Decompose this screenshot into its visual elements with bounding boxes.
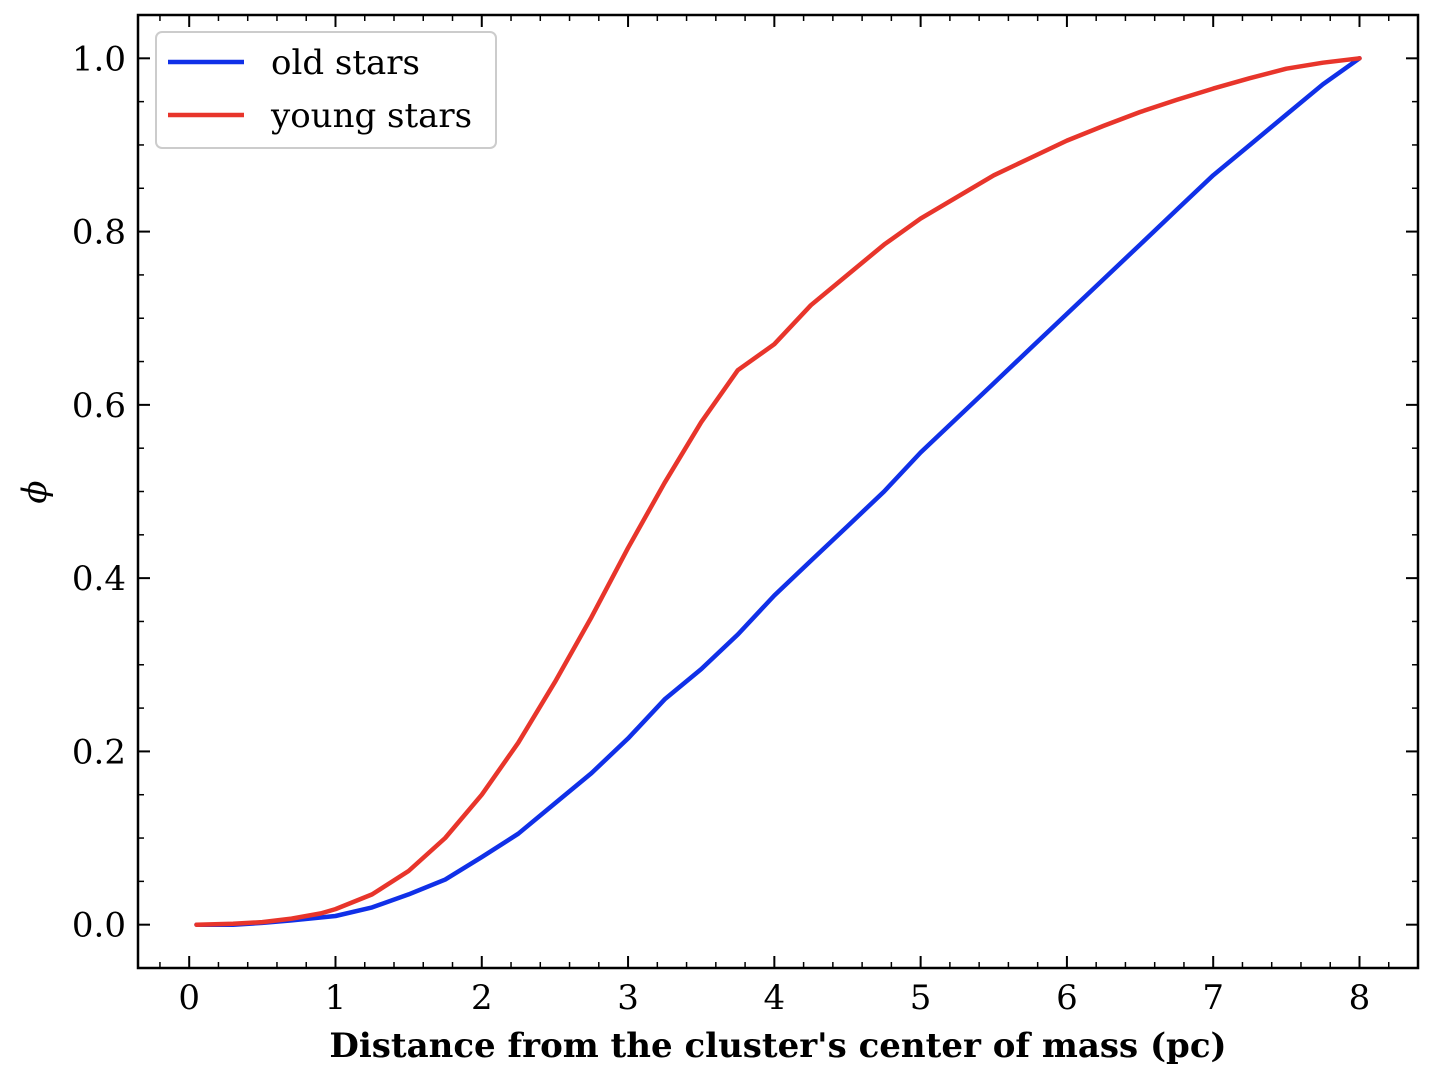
y-tick-labels: 0.0 0.2 0.4 0.6 0.8 1.0	[72, 39, 126, 945]
y-tick-label: 0.2	[72, 732, 126, 772]
plot-frame	[136, 13, 1420, 970]
y-tick-label: 0.0	[72, 906, 126, 946]
y-tick-label: 1.0	[72, 39, 126, 79]
x-tick-label: 3	[617, 978, 639, 1018]
x-tick-label: 5	[910, 978, 932, 1018]
x-tick-label: 8	[1349, 978, 1371, 1018]
x-tick-label: 0	[178, 978, 200, 1018]
series-layer	[194, 56, 1362, 927]
x-tick-label: 6	[1056, 978, 1078, 1018]
series-line-young-stars	[194, 56, 1362, 927]
x-axis-label: Distance from the cluster's center of ma…	[329, 1026, 1226, 1066]
x-tick-label: 4	[764, 978, 786, 1018]
x-tick-label: 1	[325, 978, 347, 1018]
y-tick-label: 0.4	[72, 559, 126, 599]
x-tick-label: 2	[471, 978, 493, 1018]
x-tick-labels: 0 1 2 3 4 5 6 7 8	[178, 978, 1370, 1018]
legend: old stars young stars	[155, 31, 497, 149]
x-tick-label: 7	[1202, 978, 1224, 1018]
y-tick-label: 0.8	[72, 213, 126, 253]
series-line-old-stars	[194, 56, 1362, 927]
legend-label-young-stars: young stars	[270, 96, 472, 136]
y-tick-label: 0.6	[72, 386, 126, 426]
y-axis-label: ϕ	[15, 480, 55, 503]
legend-label-old-stars: old stars	[271, 43, 420, 83]
axis-ticks	[138, 14, 1419, 969]
